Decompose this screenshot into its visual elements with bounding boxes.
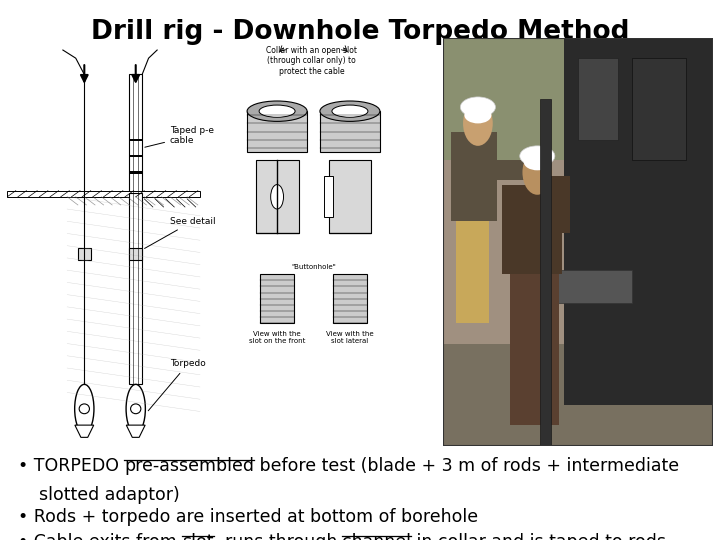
Bar [320, 111, 380, 152]
Text: See detail: See detail [145, 217, 215, 248]
Text: in collar and is taped to rods: in collar and is taped to rods [412, 532, 667, 540]
Bar [456, 201, 489, 323]
Text: Drill rig - Downhole Torpedo Method: Drill rig - Downhole Torpedo Method [91, 19, 629, 45]
Bar [130, 248, 142, 260]
Bar [548, 177, 570, 233]
Bar [443, 343, 713, 446]
Bar [130, 171, 142, 173]
Ellipse shape [523, 154, 551, 170]
Text: slot: slot [182, 532, 214, 540]
Bar [491, 160, 546, 180]
Bar [324, 177, 333, 217]
Text: Collar with an open slot
(through collar only) to
protect the cable: Collar with an open slot (through collar… [266, 46, 357, 76]
Text: • TORPEDO: • TORPEDO [18, 456, 125, 475]
Ellipse shape [464, 107, 491, 124]
Bar [537, 270, 632, 303]
Bar [443, 38, 713, 160]
Ellipse shape [75, 384, 94, 433]
Polygon shape [75, 425, 94, 437]
Text: Taped p-e
cable: Taped p-e cable [145, 126, 214, 147]
Bar [510, 254, 559, 425]
Text: • Cable exits from: • Cable exits from [18, 532, 182, 540]
Bar [451, 132, 497, 221]
Bar [130, 138, 142, 141]
Ellipse shape [332, 105, 368, 117]
Text: "Buttonhole": "Buttonhole" [291, 264, 336, 270]
Circle shape [463, 101, 492, 146]
Bar [333, 274, 367, 323]
Ellipse shape [460, 97, 495, 117]
Ellipse shape [247, 101, 307, 122]
Text: slotted adaptor): slotted adaptor) [39, 486, 179, 504]
Polygon shape [126, 425, 145, 437]
Text: View with the
slot lateral: View with the slot lateral [326, 332, 374, 345]
Circle shape [79, 404, 89, 414]
Bar [256, 160, 299, 233]
Text: Torpedo: Torpedo [148, 360, 206, 411]
Bar [130, 75, 142, 193]
Bar [577, 58, 618, 140]
Bar [540, 99, 551, 445]
Ellipse shape [320, 101, 380, 122]
Text: before test (blade + 3 m of rods + intermediate: before test (blade + 3 m of rods + inter… [254, 456, 680, 475]
Text: • Rods + torpedo are inserted at bottom of borehole: • Rods + torpedo are inserted at bottom … [18, 508, 478, 526]
Text: pre-assembled: pre-assembled [125, 456, 254, 475]
Bar [564, 38, 713, 405]
Text: , runs through: , runs through [214, 532, 343, 540]
Bar [130, 193, 142, 384]
Bar [247, 111, 307, 152]
Ellipse shape [126, 384, 145, 433]
Text: View with the
slot on the front: View with the slot on the front [249, 332, 305, 345]
Circle shape [130, 404, 141, 414]
Bar [130, 155, 142, 157]
Bar [7, 191, 200, 197]
Bar [78, 248, 91, 260]
Bar [503, 185, 562, 274]
Ellipse shape [520, 146, 555, 166]
Bar [328, 160, 372, 233]
Bar [260, 274, 294, 323]
Bar [632, 58, 685, 160]
Ellipse shape [259, 105, 295, 117]
Ellipse shape [271, 185, 284, 209]
Text: channel: channel [343, 532, 412, 540]
Circle shape [523, 150, 552, 195]
